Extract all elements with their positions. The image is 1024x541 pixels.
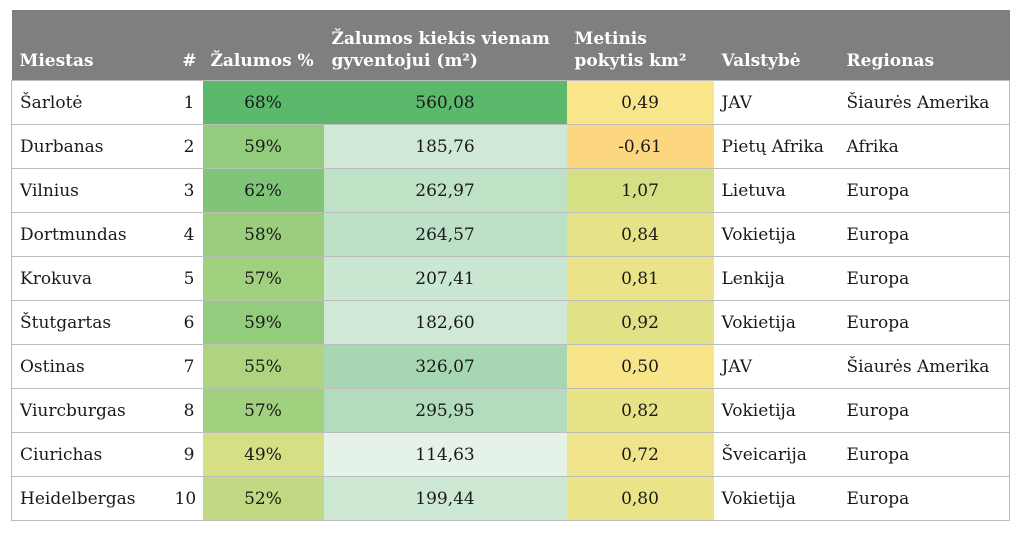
table-row: Dortmundas 4 58% 264,57 0,84 Vokietija Europa [11,212,1010,257]
table-row: Vilnius 3 62% 262,97 1,07 Lietuva Europa [11,168,1010,213]
cell-city: Durbanas [11,124,167,169]
cell-country: Šveicarija [713,432,839,477]
cell-green-pct: 58% [202,212,324,257]
cell-green-pct: 57% [202,388,324,433]
table-row: Šarlotė 1 68% 560,08 0,49 JAV Šiaurės Amerika [11,80,1010,125]
cell-city: Viurcburgas [11,388,167,433]
cell-country: Pietų Afrika [713,124,839,169]
cell-rank: 5 [166,256,203,301]
cell-annual-change: -0,61 [566,124,714,169]
cell-green-per-capita: 182,60 [323,300,567,345]
cell-region: Europa [838,432,1010,477]
cell-green-per-capita: 207,41 [323,256,567,301]
cell-green-pct: 62% [202,168,324,213]
header-annual-change-line2: pokytis km² [574,51,687,71]
table-row: Viurcburgas 8 57% 295,95 0,82 Vokietija Europa [11,388,1010,433]
cell-city: Šarlotė [11,80,167,125]
cell-city: Vilnius [11,168,167,213]
cell-country: Vokietija [713,212,839,257]
cell-annual-change: 0,82 [566,388,714,433]
cell-green-pct: 68% [202,80,324,125]
header-rank: # [166,10,203,81]
header-green-per-capita-line2: gyventojui (m²) [331,51,478,71]
cell-annual-change: 0,84 [566,212,714,257]
cell-city: Ciurichas [11,432,167,477]
cell-city: Ostinas [11,344,167,389]
table-row: Štutgartas 6 59% 182,60 0,92 Vokietija Europa [11,300,1010,345]
cell-green-per-capita: 295,95 [323,388,567,433]
cell-green-pct: 57% [202,256,324,301]
cell-city: Dortmundas [11,212,167,257]
cell-rank: 8 [166,388,203,433]
cell-annual-change: 0,72 [566,432,714,477]
cell-country: Lietuva [713,168,839,213]
header-annual-change: Metinis pokytis km² [566,10,714,81]
city-greenery-table: Miestas # Žalumos % Žalumos kiekis viena… [11,10,1010,521]
header-annual-change-line1: Metinis [574,29,647,49]
table-row: Heidelbergas 10 52% 199,44 0,80 Vokietija Euro… [11,476,1010,521]
cell-region: Europa [838,388,1010,433]
cell-rank: 1 [166,80,203,125]
cell-annual-change: 0,81 [566,256,714,301]
header-row: Miestas # Žalumos % Žalumos kiekis viena… [11,10,1010,81]
cell-green-per-capita: 560,08 [323,80,567,125]
cell-annual-change: 0,50 [566,344,714,389]
cell-region: Šiaurės Amerika [838,80,1010,125]
cell-annual-change: 0,92 [566,300,714,345]
cell-region: Europa [838,212,1010,257]
cell-country: JAV [713,80,839,125]
table-row: Ciurichas 9 49% 114,63 0,72 Šveicarija Europa [11,432,1010,477]
header-country: Valstybė [713,10,839,81]
table-row: Durbanas 2 59% 185,76 -0,61 Pietų Afrika Afrik… [11,124,1010,169]
table-row: Krokuva 5 57% 207,41 0,81 Lenkija Europa [11,256,1010,301]
cell-region: Šiaurės Amerika [838,344,1010,389]
cell-region: Europa [838,256,1010,301]
cell-green-pct: 52% [202,476,324,521]
cell-rank: 3 [166,168,203,213]
table-body: Šarlotė 1 68% 560,08 0,49 JAV Šiaurės Amerika D… [11,80,1010,521]
header-region: Regionas [838,10,1010,81]
header-green-per-capita: Žalumos kiekis vienam gyventojui (m²) [323,10,567,81]
cell-green-pct: 59% [202,124,324,169]
cell-city: Krokuva [11,256,167,301]
cell-annual-change: 0,49 [566,80,714,125]
cell-region: Europa [838,476,1010,521]
header-green-pct: Žalumos % [202,10,324,81]
cell-green-pct: 55% [202,344,324,389]
cell-country: JAV [713,344,839,389]
cell-green-per-capita: 326,07 [323,344,567,389]
cell-country: Vokietija [713,388,839,433]
cell-green-per-capita: 199,44 [323,476,567,521]
table-row: Ostinas 7 55% 326,07 0,50 JAV Šiaurės Amerika [11,344,1010,389]
cell-green-pct: 49% [202,432,324,477]
cell-green-per-capita: 264,57 [323,212,567,257]
cell-rank: 4 [166,212,203,257]
cell-rank: 10 [166,476,203,521]
cell-region: Europa [838,168,1010,213]
cell-city: Štutgartas [11,300,167,345]
cell-annual-change: 1,07 [566,168,714,213]
cell-annual-change: 0,80 [566,476,714,521]
cell-country: Vokietija [713,300,839,345]
cell-country: Lenkija [713,256,839,301]
cell-green-per-capita: 114,63 [323,432,567,477]
header-green-per-capita-line1: Žalumos kiekis vienam [331,29,550,49]
cell-green-per-capita: 185,76 [323,124,567,169]
cell-region: Afrika [838,124,1010,169]
cell-green-pct: 59% [202,300,324,345]
cell-city: Heidelbergas [11,476,167,521]
cell-region: Europa [838,300,1010,345]
cell-country: Vokietija [713,476,839,521]
cell-green-per-capita: 262,97 [323,168,567,213]
cell-rank: 9 [166,432,203,477]
header-city: Miestas [11,10,167,81]
cell-rank: 7 [166,344,203,389]
cell-rank: 2 [166,124,203,169]
cell-rank: 6 [166,300,203,345]
